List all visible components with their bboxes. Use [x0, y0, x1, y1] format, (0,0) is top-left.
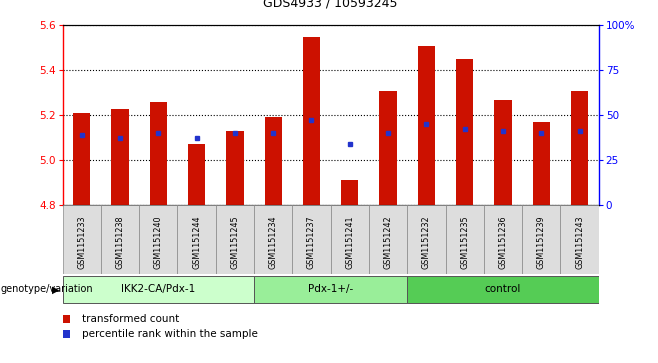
Text: transformed count: transformed count — [82, 314, 180, 324]
Bar — [254, 276, 407, 303]
Bar — [149, 102, 167, 205]
Bar — [63, 205, 101, 274]
Text: GSM1151241: GSM1151241 — [345, 215, 354, 269]
Text: genotype/variation: genotype/variation — [1, 285, 93, 294]
Bar — [445, 205, 484, 274]
Bar — [407, 205, 445, 274]
Text: GSM1151240: GSM1151240 — [154, 215, 163, 269]
Bar — [178, 205, 216, 274]
Text: GDS4933 / 10593245: GDS4933 / 10593245 — [263, 0, 398, 9]
Text: GSM1151234: GSM1151234 — [268, 215, 278, 269]
Text: IKK2-CA/Pdx-1: IKK2-CA/Pdx-1 — [121, 285, 195, 294]
Text: GSM1151232: GSM1151232 — [422, 215, 431, 269]
Bar — [533, 122, 550, 205]
Text: GSM1151233: GSM1151233 — [77, 215, 86, 269]
Bar — [330, 205, 369, 274]
Bar — [561, 205, 599, 274]
Bar — [369, 205, 407, 274]
Bar — [73, 113, 90, 205]
Bar — [254, 205, 292, 274]
Bar — [101, 205, 139, 274]
Bar — [188, 144, 205, 205]
Bar — [303, 37, 320, 205]
Bar — [522, 205, 561, 274]
Bar — [494, 99, 512, 205]
Bar — [216, 205, 254, 274]
Text: GSM1151237: GSM1151237 — [307, 215, 316, 269]
Bar — [342, 180, 359, 205]
Bar — [292, 205, 331, 274]
Text: GSM1151235: GSM1151235 — [460, 215, 469, 269]
Text: GSM1151243: GSM1151243 — [575, 215, 584, 269]
Bar — [139, 205, 178, 274]
Bar — [484, 205, 522, 274]
Bar — [111, 109, 128, 205]
Text: Pdx-1+/-: Pdx-1+/- — [308, 285, 353, 294]
Bar — [380, 90, 397, 205]
Bar — [571, 90, 588, 205]
Bar — [418, 46, 435, 205]
Bar — [63, 276, 254, 303]
Text: ▶: ▶ — [52, 285, 59, 294]
Bar — [456, 59, 473, 205]
Bar — [407, 276, 599, 303]
Text: GSM1151244: GSM1151244 — [192, 215, 201, 269]
Text: GSM1151236: GSM1151236 — [499, 215, 507, 269]
Text: GSM1151238: GSM1151238 — [115, 215, 124, 269]
Text: GSM1151242: GSM1151242 — [384, 215, 393, 269]
Text: GSM1151239: GSM1151239 — [537, 215, 546, 269]
Text: GSM1151245: GSM1151245 — [230, 215, 240, 269]
Bar — [226, 131, 243, 205]
Text: control: control — [485, 285, 521, 294]
Text: percentile rank within the sample: percentile rank within the sample — [82, 329, 258, 339]
Bar — [265, 118, 282, 205]
